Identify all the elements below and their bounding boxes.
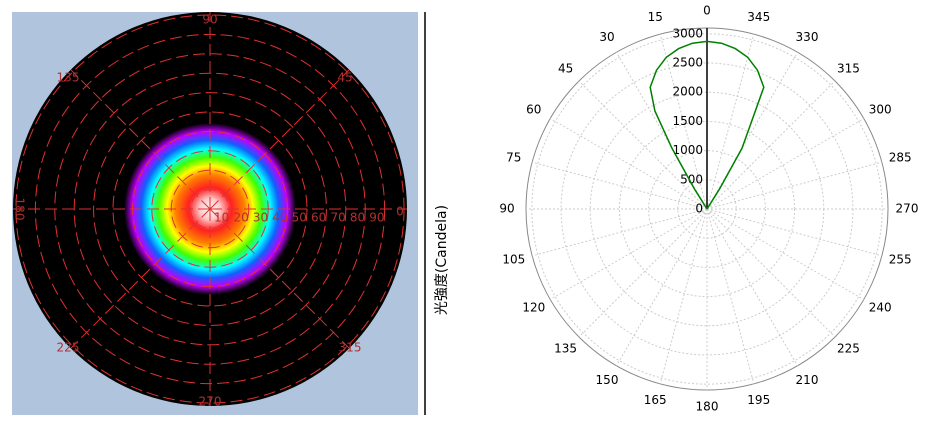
- angle-tick-label: 270: [896, 202, 919, 216]
- angle-grid-line: [706, 161, 882, 210]
- radial-grid-line: [589, 91, 825, 327]
- angle-tick-label: 225: [837, 342, 860, 356]
- angle-tick-label: 90: [499, 202, 514, 216]
- radius-label: 70: [330, 211, 345, 225]
- spoke: [209, 69, 350, 210]
- angle-tick-label: 315: [837, 61, 860, 75]
- radial-grid-line: [648, 150, 766, 268]
- angle-grid-line: [549, 118, 708, 210]
- angle-tick-label: 165: [644, 393, 667, 407]
- angle-grid-line: [706, 34, 755, 210]
- radius-label: 50: [292, 211, 307, 225]
- angle-tick-label: 330: [796, 30, 819, 44]
- angle-label: 225: [57, 341, 80, 355]
- r-tick-label: 1000: [672, 143, 703, 157]
- angle-tick-label: 150: [596, 373, 619, 387]
- angle-tick-label: 0: [703, 4, 711, 18]
- angle-label: 315: [339, 341, 362, 355]
- angle-grid-line: [706, 80, 836, 210]
- angle-label: 0: [396, 205, 404, 219]
- spoke: [209, 208, 350, 349]
- r-tick-label: 1500: [672, 114, 703, 128]
- angle-grid-line: [706, 208, 865, 300]
- angle-tick-label: 105: [502, 253, 525, 267]
- radius-label: 90: [369, 211, 384, 225]
- angle-label: 270: [199, 395, 222, 409]
- radius-label: 40: [272, 211, 287, 225]
- angle-tick-label: 195: [747, 393, 770, 407]
- spoke: [70, 208, 211, 349]
- angle-grid-line: [532, 208, 708, 257]
- r-tick-label: 500: [680, 172, 703, 186]
- angle-tick-label: 345: [747, 10, 770, 24]
- radius-label: 60: [311, 211, 326, 225]
- radius-label: 10: [214, 211, 229, 225]
- angle-tick-label: 30: [599, 30, 614, 44]
- angle-grid-line: [549, 208, 708, 300]
- r-tick-label: 2000: [672, 85, 703, 99]
- angle-tick-label: 120: [522, 301, 545, 315]
- angle-grid-line: [706, 208, 836, 338]
- angle-tick-label: 255: [889, 253, 912, 267]
- radius-label: 80: [350, 211, 365, 225]
- spoke: [70, 69, 211, 210]
- angle-tick-label: 240: [869, 301, 892, 315]
- angle-grid-line: [706, 51, 798, 210]
- angle-tick-label: 45: [558, 61, 573, 75]
- r-tick-label: 2500: [672, 56, 703, 70]
- angle-tick-label: 285: [889, 150, 912, 164]
- r-tick-label: 3000: [672, 26, 703, 40]
- angle-label: 90: [202, 13, 217, 27]
- ring: [93, 92, 327, 326]
- angle-tick-label: 135: [554, 342, 577, 356]
- angle-grid-line: [616, 208, 708, 367]
- angle-label: 180: [13, 198, 27, 221]
- radius-label: 20: [233, 211, 248, 225]
- axis-title: 光強度(Candela): [434, 205, 450, 315]
- series-line: [649, 40, 765, 210]
- angle-tick-label: 75: [506, 150, 521, 164]
- angle-grid-line: [706, 208, 798, 367]
- angle-tick-label: 180: [696, 400, 719, 414]
- angle-tick-label: 300: [869, 103, 892, 117]
- angle-grid-line: [706, 208, 755, 384]
- r-tick-label: 0: [695, 202, 703, 216]
- angle-tick-label: 60: [526, 103, 541, 117]
- angle-grid-line: [706, 118, 865, 210]
- angle-tick-label: 15: [648, 10, 663, 24]
- angle-grid-line: [578, 208, 708, 338]
- angle-label: 45: [337, 71, 352, 85]
- radius-label: 30: [253, 211, 268, 225]
- angle-grid-line: [706, 208, 882, 257]
- ring: [73, 72, 347, 346]
- radial-grid-line: [560, 62, 854, 356]
- angle-label: 135: [57, 71, 80, 85]
- angle-tick-label: 210: [796, 373, 819, 387]
